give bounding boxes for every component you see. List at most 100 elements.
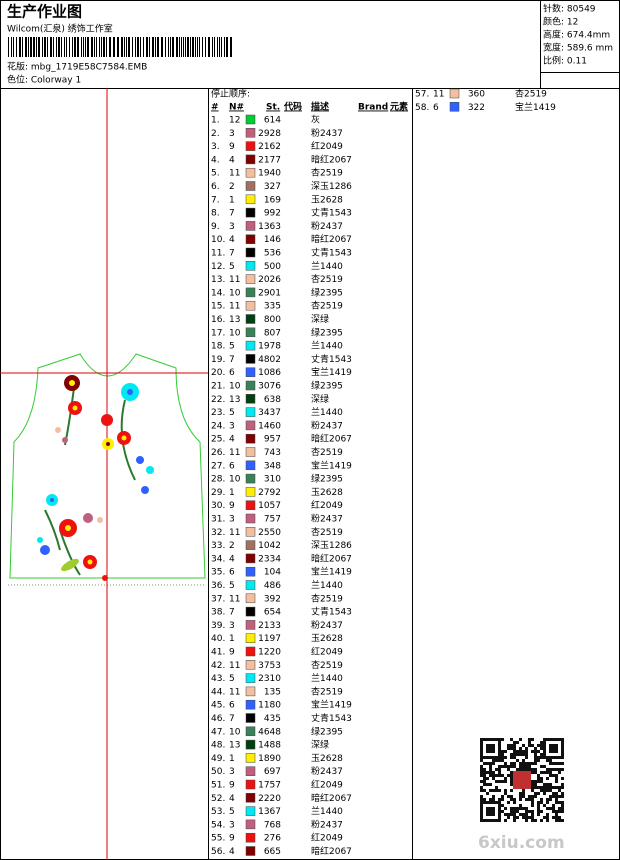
qr-module: [489, 747, 492, 750]
qr-module: [507, 801, 510, 804]
qr-module: [549, 744, 552, 747]
stitches: 1180: [258, 701, 281, 711]
qr-module: [540, 753, 543, 756]
stop-index: 24.: [211, 421, 225, 431]
qr-module: [486, 777, 489, 780]
needle: 4: [229, 435, 235, 445]
needle: 11: [229, 448, 240, 458]
qr-module: [519, 750, 522, 753]
qr-module: [480, 795, 483, 798]
qr-module: [486, 813, 489, 816]
qr-module: [543, 750, 546, 753]
color-swatch: [245, 460, 256, 471]
qr-module: [486, 792, 489, 795]
description: 绿2395: [311, 326, 343, 338]
description: 丈青1543: [311, 712, 352, 724]
qr-module: [555, 810, 558, 813]
stitches: 322: [468, 103, 485, 113]
stitches: 757: [264, 515, 281, 525]
needle: 10: [229, 288, 241, 298]
description: 玉2628: [311, 194, 343, 205]
color-swatch: [245, 606, 256, 617]
qr-module: [552, 744, 555, 747]
bar-stripe: [149, 37, 150, 57]
qr-module: [513, 762, 516, 765]
color-swatch: [245, 846, 256, 856]
qr-module: [480, 750, 483, 753]
qr-module: [507, 747, 510, 750]
needle: 4: [229, 155, 235, 165]
stitches: 1460: [258, 421, 281, 431]
description: 杏2519: [311, 446, 343, 458]
qr-module: [513, 810, 516, 813]
description: 粉2437: [311, 619, 343, 631]
qr-module: [489, 762, 492, 765]
stitches: 2792: [258, 488, 281, 498]
qr-module: [501, 750, 504, 753]
qr-module: [492, 795, 495, 798]
qr-module: [495, 819, 498, 822]
qr-module: [555, 750, 558, 753]
needle: 5: [229, 342, 235, 352]
qr-module: [543, 747, 546, 750]
stitches: 2928: [258, 129, 281, 139]
qr-module: [531, 798, 534, 801]
color-swatch: [245, 593, 256, 604]
stop-index: 19.: [211, 355, 225, 365]
qr-module: [489, 774, 492, 777]
qr-module: [531, 786, 534, 789]
needle: 3: [229, 421, 235, 431]
qr-module: [561, 762, 564, 765]
qr-module: [558, 810, 561, 813]
description: 宝兰1419: [311, 366, 352, 378]
qr-module: [534, 768, 537, 771]
qr-module: [498, 741, 501, 744]
stop-index: 46.: [211, 714, 225, 724]
qr-module: [498, 744, 501, 747]
qr-module: [540, 771, 543, 774]
bar-stripe: [181, 37, 182, 57]
bar-stripe: [91, 37, 93, 57]
stitches: 2310: [258, 674, 281, 684]
qr-module: [531, 783, 534, 786]
qr-module: [489, 768, 492, 771]
qr-module: [510, 810, 513, 813]
qr-module: [540, 765, 543, 768]
qr-module: [534, 756, 537, 759]
qr-module: [510, 771, 513, 774]
stop-index: 13.: [211, 275, 225, 285]
qr-module: [480, 753, 483, 756]
needle: 12: [229, 116, 240, 126]
qr-module: [510, 780, 513, 783]
qr-module: [510, 738, 513, 741]
stop-index: 5.: [211, 169, 220, 179]
qr-module: [543, 804, 546, 807]
qr-module: [516, 807, 519, 810]
qr-module: [492, 747, 495, 750]
needle: 11: [229, 169, 240, 179]
description: 绿2395: [311, 380, 343, 392]
stop-index: 33.: [211, 541, 225, 551]
description: 暗红2067: [311, 233, 352, 245]
stop-index: 21.: [211, 382, 225, 392]
bar-stripe: [170, 37, 171, 57]
qr-module: [546, 771, 549, 774]
qr-module: [543, 789, 546, 792]
qr-module: [543, 753, 546, 756]
description: 丈青1543: [311, 353, 352, 365]
stitches: 3753: [258, 661, 281, 671]
needle: 1: [229, 488, 235, 498]
qr-module: [549, 756, 552, 759]
qr-module: [483, 801, 486, 804]
qr-module: [543, 783, 546, 786]
qr-module: [543, 786, 546, 789]
qr-module: [561, 750, 564, 753]
needle: 10: [229, 382, 241, 392]
description: 红2049: [311, 779, 343, 791]
stop-index: 4.: [211, 155, 220, 165]
qr-module: [489, 819, 492, 822]
qr-module: [519, 798, 522, 801]
stop-index: 43.: [211, 674, 225, 684]
color-swatch: [245, 487, 256, 497]
stitches: 360: [468, 90, 485, 100]
